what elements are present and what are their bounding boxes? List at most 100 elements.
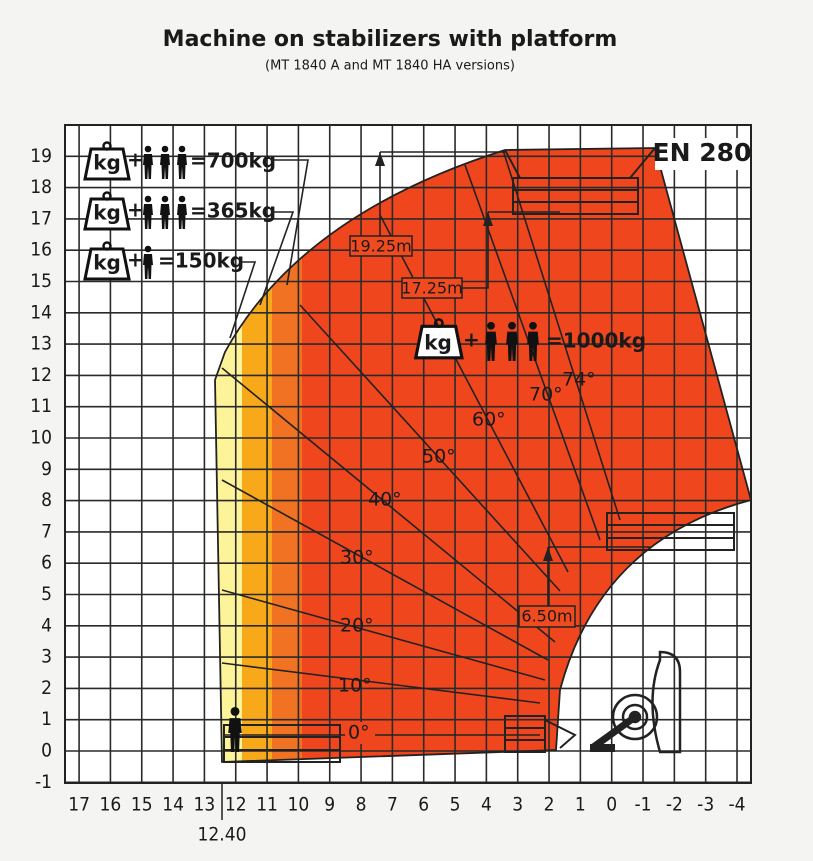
x-tick-label: 16 bbox=[100, 794, 122, 816]
plus: + bbox=[127, 148, 144, 172]
height-label: 17.25m bbox=[401, 279, 462, 298]
x-tick-label: 7 bbox=[387, 794, 398, 816]
x-tick-label: 8 bbox=[356, 794, 367, 816]
y-tick-label: 9 bbox=[41, 458, 52, 480]
y-tick-label: 15 bbox=[30, 270, 52, 292]
kg-icon-label: kg bbox=[424, 331, 452, 355]
subtitle: (MT 1840 A and MT 1840 HA versions) bbox=[265, 59, 515, 74]
x-tick-label: 1 bbox=[575, 794, 586, 816]
y-tick-label: 18 bbox=[30, 176, 52, 198]
y-tick-label: 13 bbox=[30, 333, 52, 355]
angle-label: 10° bbox=[338, 675, 372, 697]
y-tick-label: 11 bbox=[30, 395, 52, 417]
angle-label: 50° bbox=[422, 446, 456, 468]
x-tick-label: 12 bbox=[225, 794, 247, 816]
height-markers: 19.25m 17.25m 6.50m bbox=[349, 151, 650, 628]
y-tick-label: 19 bbox=[30, 145, 52, 167]
x-tick-label: 4 bbox=[481, 794, 492, 816]
y-tick-label: 1 bbox=[41, 708, 52, 730]
y-tick-label: 10 bbox=[30, 427, 52, 449]
plot-border bbox=[64, 124, 752, 784]
standard-badge: EN 280 bbox=[653, 138, 752, 167]
load-365: kg + =365kg bbox=[83, 191, 295, 306]
angle-line bbox=[221, 662, 541, 704]
y-tick-label: 4 bbox=[41, 614, 52, 636]
x-tick-label: 14 bbox=[162, 794, 184, 816]
angle-label: 40° bbox=[368, 489, 402, 511]
x-tick-label: 3 bbox=[512, 794, 523, 816]
load-legend: kg + =700kg kg + =365kg kg + =150kg kg +… bbox=[83, 141, 646, 361]
arrow-head bbox=[483, 212, 493, 226]
angle-label: 60° bbox=[472, 409, 506, 431]
height-label: 19.25m bbox=[350, 237, 411, 256]
height-label: 6.50m bbox=[521, 607, 572, 626]
x-tick-label: 9 bbox=[324, 794, 335, 816]
y-tick-label: 8 bbox=[41, 489, 52, 511]
arrow-head bbox=[543, 547, 553, 561]
x-tick-label: -3 bbox=[697, 794, 714, 816]
platform-right bbox=[606, 512, 735, 551]
label-bg bbox=[345, 722, 375, 744]
angle-label: 70° bbox=[529, 384, 563, 406]
y-tick-label: 16 bbox=[30, 239, 52, 261]
y-tick-label: -1 bbox=[35, 771, 52, 793]
load-1000: kg + =1000kg bbox=[414, 317, 646, 361]
angle-line bbox=[221, 589, 546, 681]
load-value: =1000kg bbox=[546, 329, 646, 353]
plus: + bbox=[127, 198, 144, 222]
angle-label: 74° bbox=[562, 369, 596, 391]
load-value: =365kg bbox=[190, 199, 276, 223]
kg-icon-label: kg bbox=[93, 201, 121, 225]
y-tick-label: 6 bbox=[41, 552, 52, 574]
y-tick-label: 14 bbox=[30, 301, 52, 323]
platform-bottom-left bbox=[223, 724, 341, 763]
y-tick-label: 0 bbox=[41, 740, 52, 762]
plus: + bbox=[127, 248, 144, 272]
platforms bbox=[223, 147, 735, 763]
load-value: =150kg bbox=[158, 249, 244, 273]
height-arrow bbox=[462, 211, 560, 289]
y-tick-label: 2 bbox=[41, 677, 52, 699]
platform-bottom-right bbox=[504, 715, 577, 753]
angle-labels: 0° 10° 20° 30° 40° 50° 60° 70° 74° bbox=[338, 369, 596, 744]
height-box bbox=[349, 235, 413, 257]
x-tick-label: 13 bbox=[194, 794, 216, 816]
load-150: kg + =150kg bbox=[83, 241, 257, 339]
x-tick-label: 15 bbox=[131, 794, 153, 816]
height-box bbox=[518, 605, 576, 628]
radial-lines bbox=[221, 149, 621, 736]
x-tick-label: 17 bbox=[68, 794, 90, 816]
angle-line bbox=[221, 367, 556, 643]
plus: + bbox=[463, 328, 480, 352]
y-tick-label: 12 bbox=[30, 364, 52, 386]
x-tick-label: -2 bbox=[666, 794, 683, 816]
x-tick-label: 6 bbox=[418, 794, 429, 816]
angle-line bbox=[379, 214, 569, 573]
x-tick-label: 5 bbox=[450, 794, 461, 816]
load-value: =700kg bbox=[190, 149, 276, 173]
angle-label: 20° bbox=[340, 615, 374, 637]
angle-line bbox=[221, 479, 549, 661]
y-tick-label: 7 bbox=[41, 520, 52, 542]
y-tick-label: 17 bbox=[30, 207, 52, 229]
machine bbox=[589, 650, 682, 754]
platform-top bbox=[504, 147, 656, 215]
x-tick-label: 2 bbox=[544, 794, 555, 816]
badge-bg bbox=[655, 138, 749, 170]
y-tick-label: 5 bbox=[41, 583, 52, 605]
title: Machine on stabilizers with platform bbox=[163, 27, 618, 52]
angle-label: 30° bbox=[340, 547, 374, 569]
x-tick-label: 10 bbox=[288, 794, 310, 816]
load-700: kg + =700kg bbox=[83, 141, 309, 286]
reach-label: 12.40 bbox=[198, 824, 247, 846]
height-box bbox=[401, 277, 463, 299]
x-tick-label: 11 bbox=[256, 794, 278, 816]
arrow-head bbox=[375, 152, 385, 166]
kg-icon-label: kg bbox=[93, 151, 121, 175]
y-tick-label: 3 bbox=[41, 646, 52, 668]
angle-label: 0° bbox=[348, 722, 370, 744]
x-tick-label: -1 bbox=[635, 794, 652, 816]
kg-icon-label: kg bbox=[93, 251, 121, 275]
x-tick-label: 0 bbox=[606, 794, 617, 816]
